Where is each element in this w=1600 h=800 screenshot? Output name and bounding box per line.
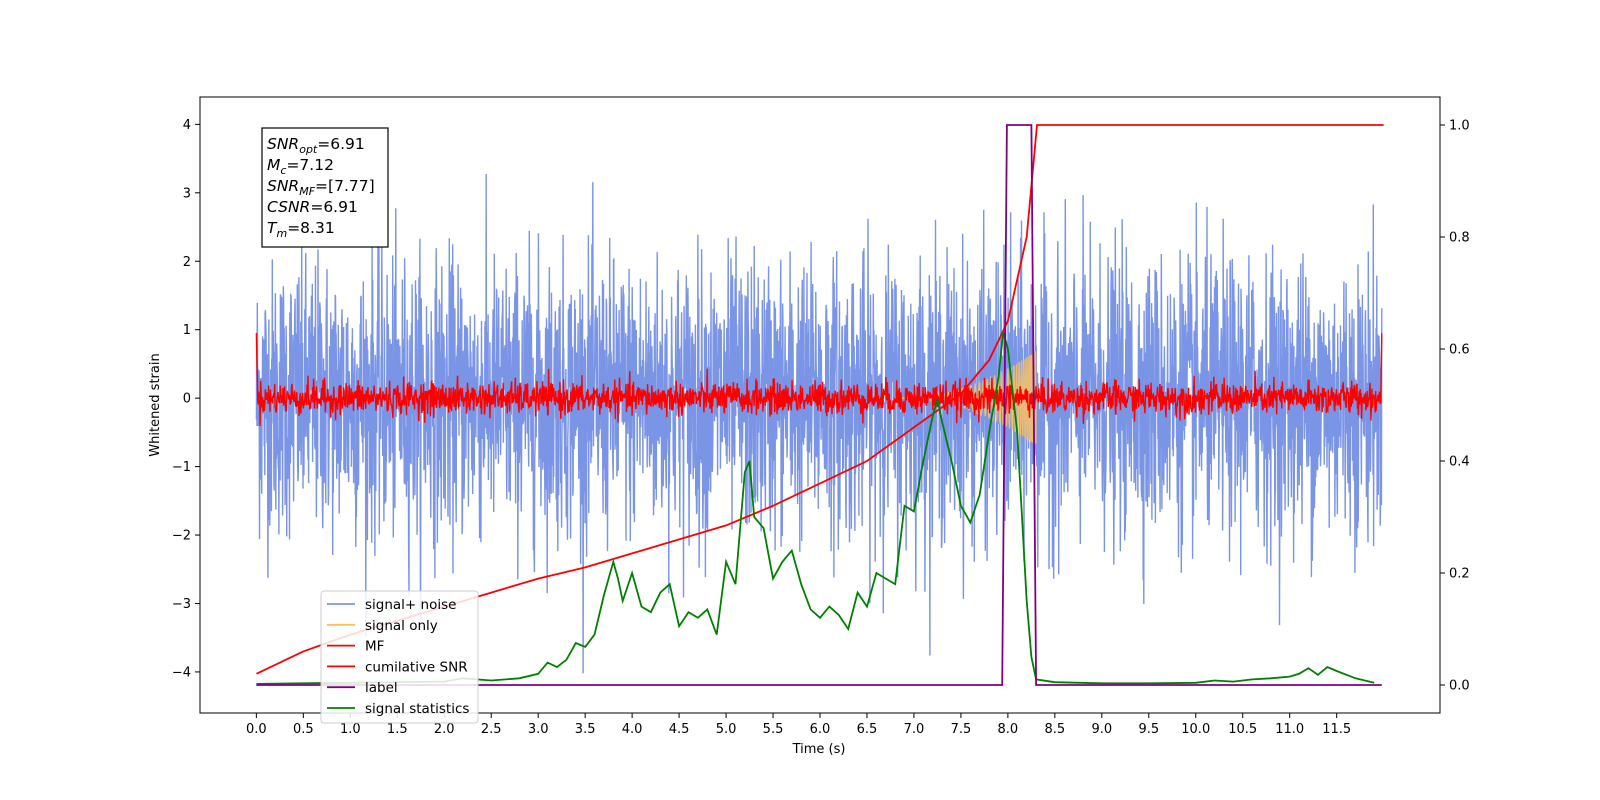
annotation-line: SNRMF=[7.77]	[267, 177, 375, 198]
x-tick-label: 1.0	[340, 722, 361, 737]
y-tick-label: 4	[183, 118, 191, 133]
y-right-tick-label: 0.2	[1449, 567, 1470, 582]
x-tick-label: 6.0	[810, 722, 831, 737]
annotation-line: SNRopt=6.91	[267, 135, 365, 156]
x-tick-label: 0.0	[246, 722, 267, 737]
y-tick-label: −4	[172, 665, 191, 680]
legend-label: signal+ noise	[365, 597, 456, 613]
y-right-tick-label: 1.0	[1449, 119, 1470, 134]
series-mf	[255, 333, 1383, 426]
series-label	[256, 124, 1382, 686]
annotation-line: CSNR=6.91	[267, 198, 358, 216]
x-tick-label: 8.5	[1045, 722, 1066, 737]
x-axis-label: Time (s)	[792, 742, 846, 757]
legend-label: cumilative SNR	[365, 659, 468, 675]
y-tick-label: −3	[172, 597, 191, 612]
legend-label: label	[365, 680, 398, 696]
x-tick-label: 7.5	[951, 722, 972, 737]
y-tick-label: 2	[183, 255, 191, 270]
x-tick-label: 2.0	[434, 722, 455, 737]
x-tick-label: 4.0	[622, 722, 643, 737]
y-right-tick-label: 0.6	[1449, 343, 1470, 358]
annotation-frame	[261, 127, 389, 248]
x-tick-label: 9.0	[1091, 722, 1112, 737]
x-tick-label: 3.0	[528, 722, 549, 737]
y-tick-label: −2	[172, 529, 191, 544]
y-tick-label: 1	[183, 323, 191, 338]
x-tick-label: 6.5	[857, 722, 878, 737]
x-tick-label: 5.0	[716, 722, 737, 737]
x-tick-label: 10.0	[1181, 722, 1210, 737]
x-tick-label: 10.5	[1228, 722, 1257, 737]
y-tick-label: −1	[172, 460, 191, 475]
y-axis-left: 4 3 2 1 0 −1 −2 −3 −4	[172, 118, 200, 680]
legend-label: MF	[365, 639, 384, 655]
x-tick-label: 0.5	[293, 722, 314, 737]
series-signal-noise	[255, 173, 1383, 674]
y-right-tick-label: 0.4	[1449, 455, 1470, 470]
x-tick-label: 8.0	[998, 722, 1019, 737]
x-tick-label: 2.5	[481, 722, 502, 737]
annotation-line: Mc=7.12	[267, 156, 334, 177]
x-tick-label: 5.5	[763, 722, 784, 737]
series-signal-statistics	[256, 331, 1375, 685]
legend-label: signal statistics	[365, 701, 469, 717]
x-tick-label: 3.5	[575, 722, 596, 737]
y-right-tick-label: 0.8	[1449, 231, 1470, 246]
y-right-tick-label: 0.0	[1449, 679, 1470, 694]
x-tick-label: 7.0	[904, 722, 925, 737]
x-tick-label: 11.5	[1322, 722, 1351, 737]
y-axis-label: Whitened strain	[148, 353, 163, 456]
x-tick-label: 1.5	[387, 722, 408, 737]
x-tick-label: 11.0	[1275, 722, 1304, 737]
annotation-line: Tm=8.31	[267, 219, 335, 240]
legend: signal+ noise signal only MF cumilative SNR…	[320, 590, 479, 724]
x-axis: 0.0 0.5 1.0 1.5 2.0 2.5 3.0 3.5 4.0 4.5 5.0 5.5 6.0 6…	[246, 713, 1351, 737]
legend-label: signal only	[365, 618, 438, 634]
y-tick-label: 0	[183, 392, 191, 407]
legend-frame	[320, 590, 479, 724]
y-tick-label: 3	[183, 186, 191, 201]
x-tick-label: 4.5	[669, 722, 690, 737]
x-tick-label: 9.5	[1138, 722, 1159, 737]
y-axis-right: 1.0 0.8 0.6 0.4 0.2 0.0	[1440, 119, 1470, 694]
